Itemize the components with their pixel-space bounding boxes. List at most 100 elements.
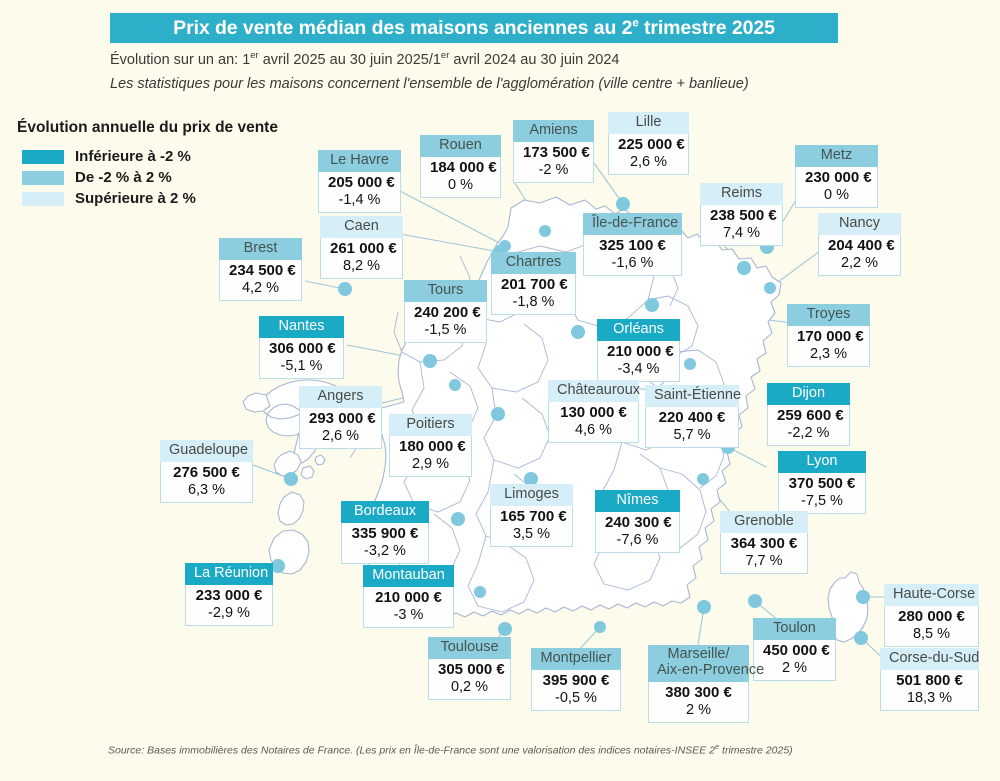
city-change: 2,6 % [321,427,360,444]
city-label-orleans[interactable]: Orléans 210 000 € -3,4 % [597,319,680,382]
city-label-montpellier[interactable]: Montpellier 395 900 € -0,5 % [531,648,621,711]
city-name: Orléans [597,319,680,342]
city-change: -7,5 % [801,492,843,509]
city-label-chartres[interactable]: Chartres 201 700 € -1,8 % [491,252,576,315]
city-change: 6,3 % [187,481,226,498]
city-name: Haute-Corse [884,584,979,607]
legend-item-high[interactable]: Supérieure à 2 % [22,190,196,207]
city-label-corse-du-sud[interactable]: Corse-du-Sud 501 800 € 18,3 % [880,648,979,711]
city-label-tours[interactable]: Tours 240 200 € -1,5 % [404,280,487,343]
city-label-le-havre[interactable]: Le Havre 205 000 € -1,4 % [318,150,401,213]
city-change: -1,6 % [611,254,654,271]
city-name: Île-de-France [583,213,682,236]
city-change: 0,2 % [450,678,489,695]
city-change: 2,3 % [809,345,848,362]
city-change: -3,4 % [617,360,660,377]
city-price: 205 000 € [328,174,395,192]
city-price: 501 800 € [896,672,963,690]
city-price: 204 400 € [828,237,895,255]
city-name: Reims [700,183,783,206]
city-price: 240 200 € [414,304,481,322]
city-price: 450 000 € [763,642,830,660]
page-title-text: Prix de vente médian des maisons ancienn… [173,16,775,39]
city-change: -1,5 % [424,321,467,338]
subtitle-ordinal-sup-2: er [440,50,450,61]
city-change: 8,2 % [342,257,381,274]
subtitle-period: Évolution sur un an: 1er avril 2025 au 3… [110,50,620,68]
city-price: 276 500 € [173,464,240,482]
city-label-lyon[interactable]: Lyon 370 500 € -7,5 % [778,451,866,514]
city-label-haute-corse[interactable]: Haute-Corse 280 000 € 8,5 % [884,584,979,647]
city-label-toulouse[interactable]: Toulouse 305 000 € 0,2 % [428,637,511,700]
city-name: Corse-du-Sud [880,648,979,671]
city-change: 2,2 % [840,254,879,271]
city-change: 2 % [782,659,807,676]
city-label-bordeaux[interactable]: Bordeaux 335 900 € -3,2 % [341,501,429,564]
legend-title: Évolution annuelle du prix de vente [17,119,278,136]
city-label-rouen[interactable]: Rouen 184 000 € 0 % [420,135,501,198]
city-label-limoges[interactable]: Limoges 165 700 € 3,5 % [490,484,573,547]
city-label-marseille-aix[interactable]: Marseille/Aix-en-Provence 380 300 € 2 % [648,645,764,723]
legend-item-mid[interactable]: De -2 % à 2 % [22,169,172,186]
city-price: 234 500 € [229,262,296,280]
legend-swatch-mid [22,170,64,185]
city-label-guadeloupe[interactable]: Guadeloupe 276 500 € 6,3 % [160,440,253,503]
city-name: Caen [320,216,403,239]
city-label-montauban[interactable]: Montauban 210 000 € -3 % [363,565,454,628]
city-price: 170 000 € [797,328,864,346]
city-label-lille[interactable]: Lille 225 000 € 2,6 % [608,112,689,175]
city-price: 173 500 € [523,144,590,162]
city-label-reims[interactable]: Reims 238 500 € 7,4 % [700,183,783,246]
city-name: Limoges [490,484,573,507]
city-label-nantes[interactable]: Nantes 306 000 € -5,1 % [259,316,344,379]
subtitle-note: Les statistiques pour les maisons concer… [110,76,749,92]
city-price: 220 400 € [658,409,726,427]
city-name: Châteauroux [548,380,640,403]
city-price: 335 900 € [351,525,419,543]
city-price: 364 300 € [730,535,798,553]
city-label-poitiers[interactable]: Poitiers 180 000 € 2,9 % [389,414,472,477]
city-price: 180 000 € [399,438,466,456]
city-change: 4,2 % [241,279,280,296]
legend-label-low: Inférieure à -2 % [75,148,191,165]
city-change: -3 % [393,606,424,623]
city-label-amiens[interactable]: Amiens 173 500 € -2 % [513,120,594,183]
city-label-dijon[interactable]: Dijon 259 600 € -2,2 % [767,383,850,446]
city-name: Troyes [787,304,870,327]
city-label-brest[interactable]: Brest 234 500 € 4,2 % [219,238,302,301]
city-label-troyes[interactable]: Troyes 170 000 € 2,3 % [787,304,870,367]
city-label-toulon[interactable]: Toulon 450 000 € 2 % [753,618,836,681]
city-name: Le Havre [318,150,401,173]
page-title: Prix de vente médian des maisons ancienn… [110,13,838,43]
city-label-grenoble[interactable]: Grenoble 364 300 € 7,7 % [720,511,808,574]
city-label-metz[interactable]: Metz 230 000 € 0 % [795,145,878,208]
city-name: Nîmes [595,490,680,513]
city-name: Poitiers [389,414,472,437]
city-label-saint-etienne[interactable]: Saint-Étienne 220 400 € 5,7 % [645,385,741,448]
city-change: -1,8 % [512,293,555,310]
city-label-ile-de-france[interactable]: Île-de-France 325 100 € -1,6 % [583,213,682,276]
city-price: 165 700 € [500,508,567,526]
subtitle-ordinal-sup-1: er [250,50,259,61]
city-name: Marseille/Aix-en-Provence [648,645,764,682]
city-price: 238 500 € [710,207,777,225]
city-name: Montpellier [531,648,621,671]
city-label-chateauroux[interactable]: Châteauroux 130 000 € 4,6 % [548,380,640,443]
city-price: 230 000 € [805,169,872,187]
city-name: Lille [608,112,689,135]
city-name: Bordeaux [341,501,429,524]
city-name: Nancy [818,213,901,236]
city-name: La Réunion [185,563,273,586]
city-price: 325 100 € [599,237,666,255]
city-price: 380 300 € [665,683,732,701]
city-label-la-reunion[interactable]: La Réunion 233 000 € -2,9 % [185,563,273,626]
city-change: 0 % [448,176,473,193]
city-price: 130 000 € [560,404,627,422]
city-label-nancy[interactable]: Nancy 204 400 € 2,2 % [818,213,901,276]
city-label-nimes[interactable]: Nîmes 240 300 € -7,6 % [595,490,680,553]
legend-item-low[interactable]: Inférieure à -2 % [22,148,191,165]
city-change: 18,3 % [906,689,953,706]
city-price: 395 900 € [542,672,610,690]
city-label-caen[interactable]: Caen 261 000 € 8,2 % [320,216,403,279]
city-label-angers[interactable]: Angers 293 000 € 2,6 % [299,386,382,449]
